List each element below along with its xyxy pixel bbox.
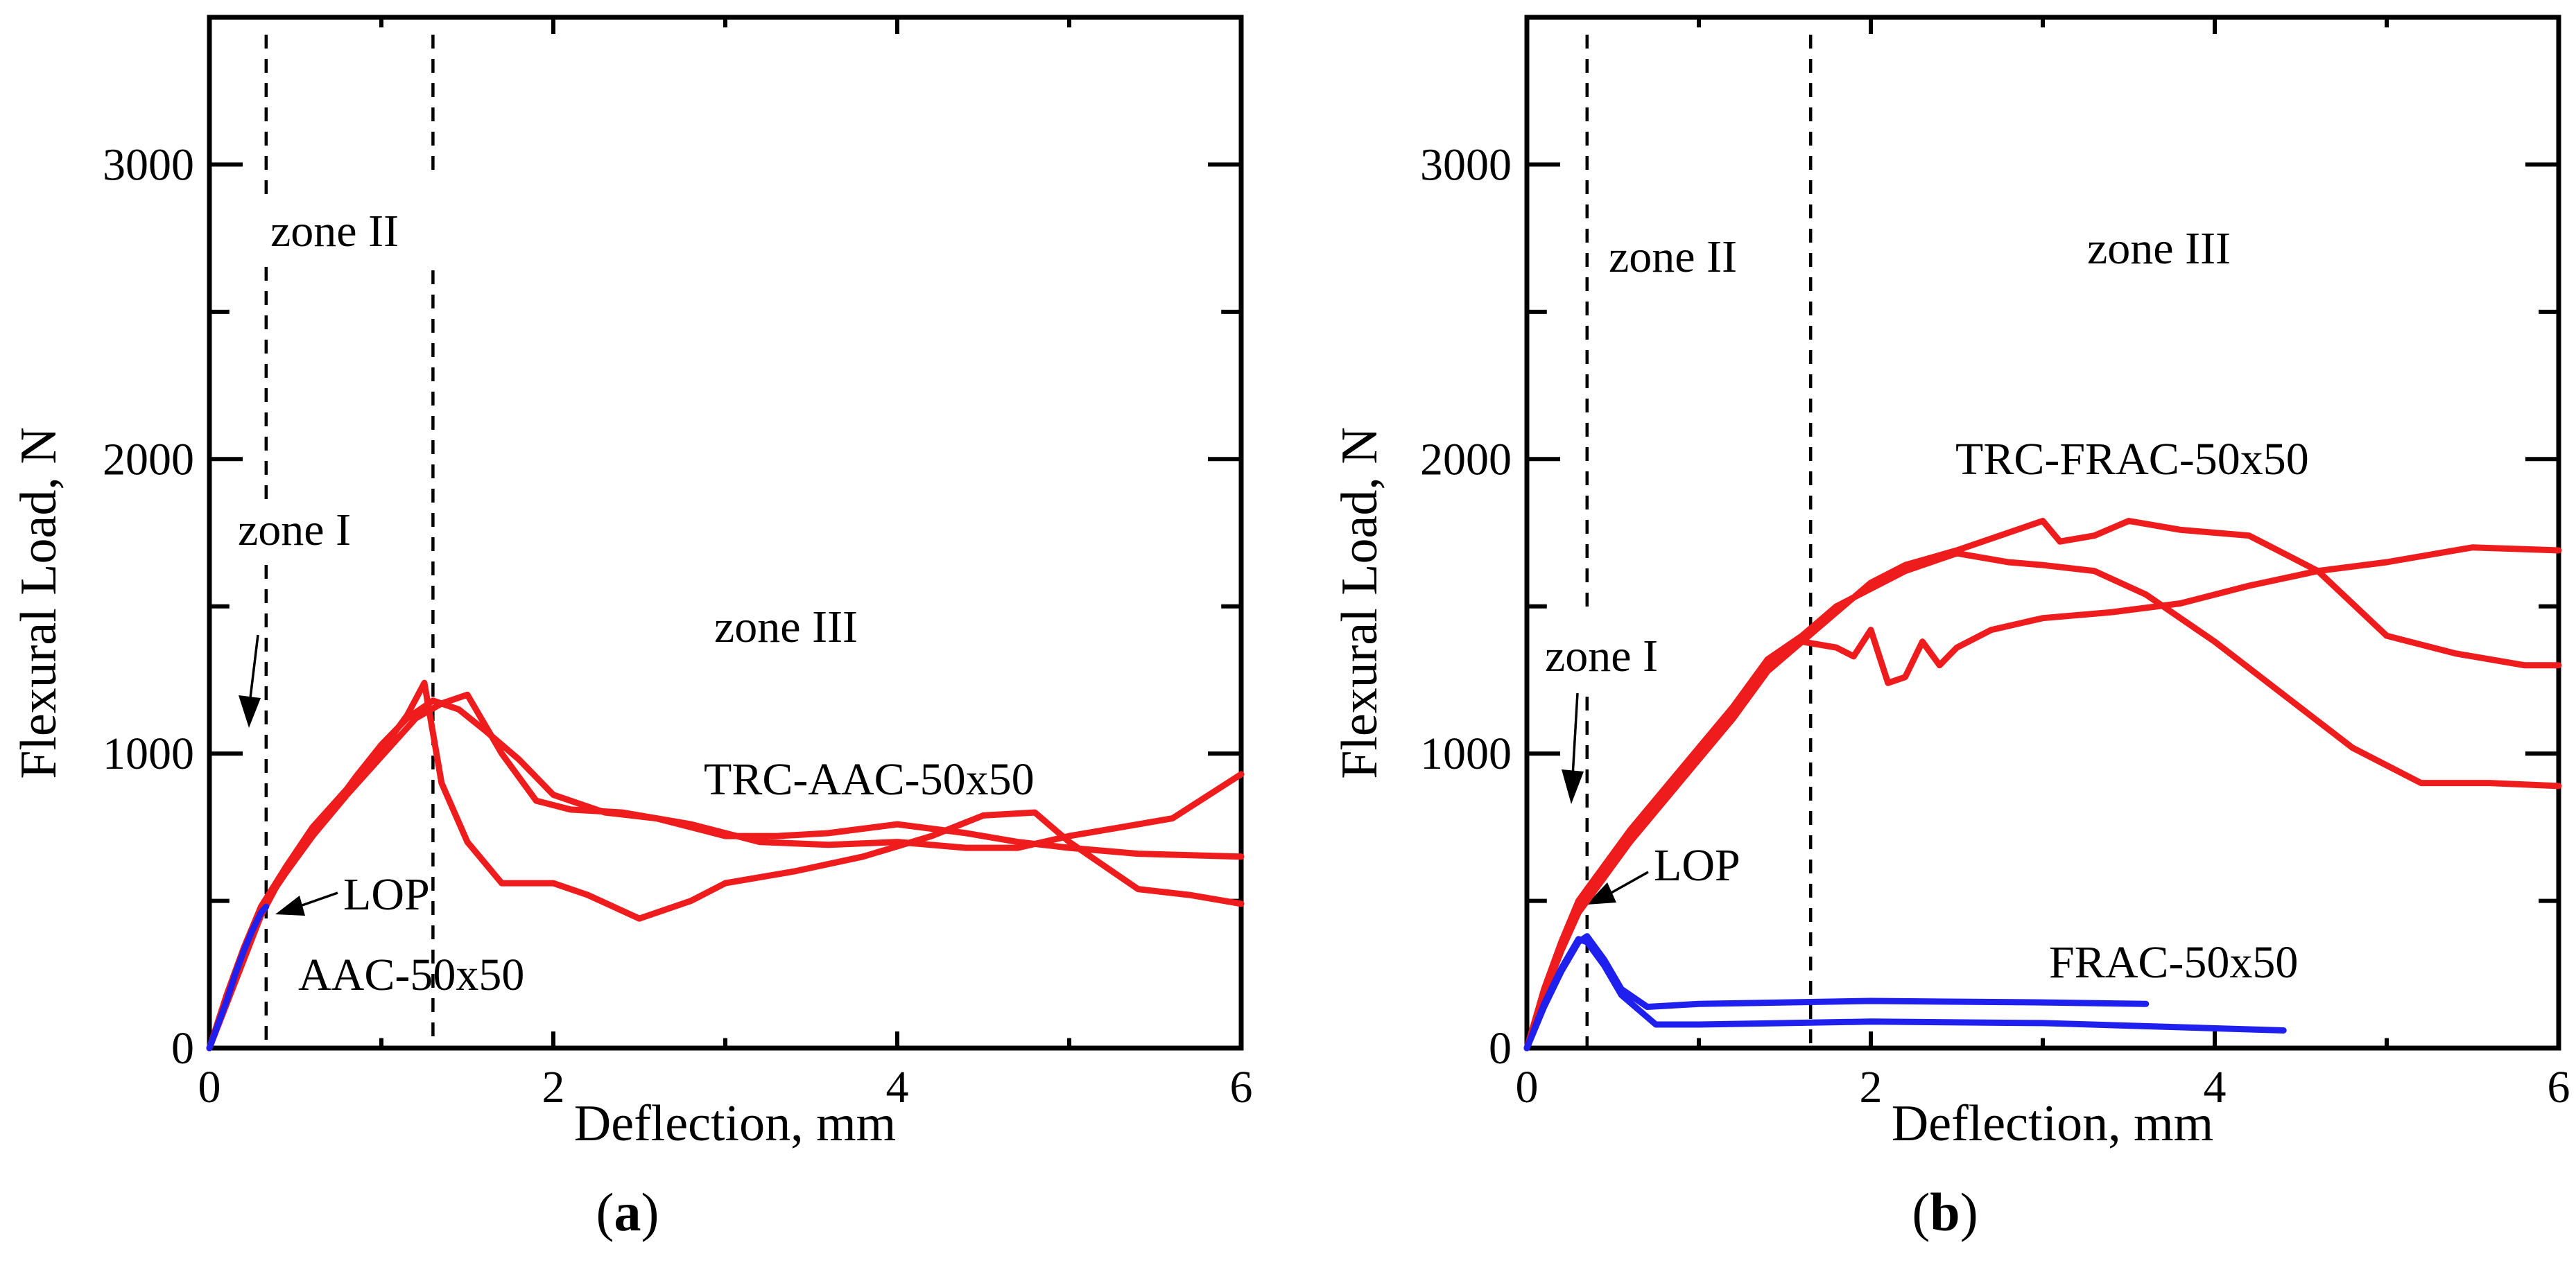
panel-label-b: (b) [1912,1182,1978,1242]
zone-1-label-b: zone I [1545,631,1658,681]
zone-1-arrow-head-b [1562,769,1584,804]
x-tick-label-a: 4 [886,1062,909,1113]
red-series-line-a-3 [206,691,1245,1052]
x-tick-label-a: 0 [198,1062,221,1113]
zone-3-label-b: zone III [2087,223,2231,274]
y-tick-label-b: 1000 [1420,729,1512,779]
red-series-line-a-2 [206,679,1245,1052]
y-tick-label-b: 0 [1489,1023,1512,1074]
red-series-label-a: TRC-AAC-50x50 [704,754,1035,805]
zone-1-arrow-b [1571,692,1579,777]
red-series-line-b-3 [1523,544,2562,1052]
panel-letter-a: a [614,1182,641,1242]
x-tick-label-b: 6 [2548,1062,2570,1113]
y-tick-label-a: 0 [171,1023,194,1074]
y-tick-label-a: 3000 [103,139,194,190]
y-tick-label-b: 2000 [1420,434,1512,485]
zone-1-arrow-a [248,634,259,704]
zone-3-label-a: zone III [714,602,858,652]
red-series-line-b-2 [1523,550,2562,1052]
zone-1-arrow-head-a [239,695,261,728]
x-axis-title-a: Deflection, mm [574,1095,896,1152]
zone-1-label-a: zone I [238,505,351,555]
x-tick-label-b: 0 [1516,1062,1539,1113]
lop-arrow-a [297,891,338,908]
zone-2-label-b: zone II [1609,232,1737,282]
x-tick-label-a: 6 [1230,1062,1253,1113]
x-axis-title-b: Deflection, mm [1892,1095,2213,1152]
x-tick-label-b: 4 [2204,1062,2227,1113]
plot-frame-b [1524,15,2561,1051]
y-tick-label-a: 1000 [103,729,194,779]
blue-series-line-a-4 [206,903,270,1052]
blue-series-line-b-5 [1523,936,2287,1052]
red-series-label-b: TRC-FRAC-50x50 [1955,434,2309,485]
x-tick-label-a: 2 [542,1062,565,1113]
x-tick-label-b: 2 [1860,1062,1883,1113]
lop-arrow-head-a [275,896,305,916]
lop-label-b: LOP [1654,840,1740,891]
y-tick-label-a: 2000 [103,434,194,485]
zone-2-label-a: zone II [270,206,399,256]
lop-arrow-b [1608,871,1649,896]
y-tick-label-b: 3000 [1420,139,1512,190]
panel-letter-b: b [1930,1182,1960,1242]
y-axis-title-a: Flexural Load, N [10,427,67,779]
panel-label-a: (a) [596,1182,659,1242]
panel-b: Flexural Load, N Deflection, mm (b) zone… [1331,15,2570,1242]
lop-label-a: LOP [343,869,430,920]
lop-arrow-head-b [1587,882,1616,905]
panel-a: Flexural Load, N Deflection, mm (a) zone… [10,15,1253,1242]
y-axis-title-b: Flexural Load, N [1331,427,1388,779]
blue-series-label-a: AAC-50x50 [298,950,524,1000]
blue-series-label-b: FRAC-50x50 [2049,937,2298,988]
